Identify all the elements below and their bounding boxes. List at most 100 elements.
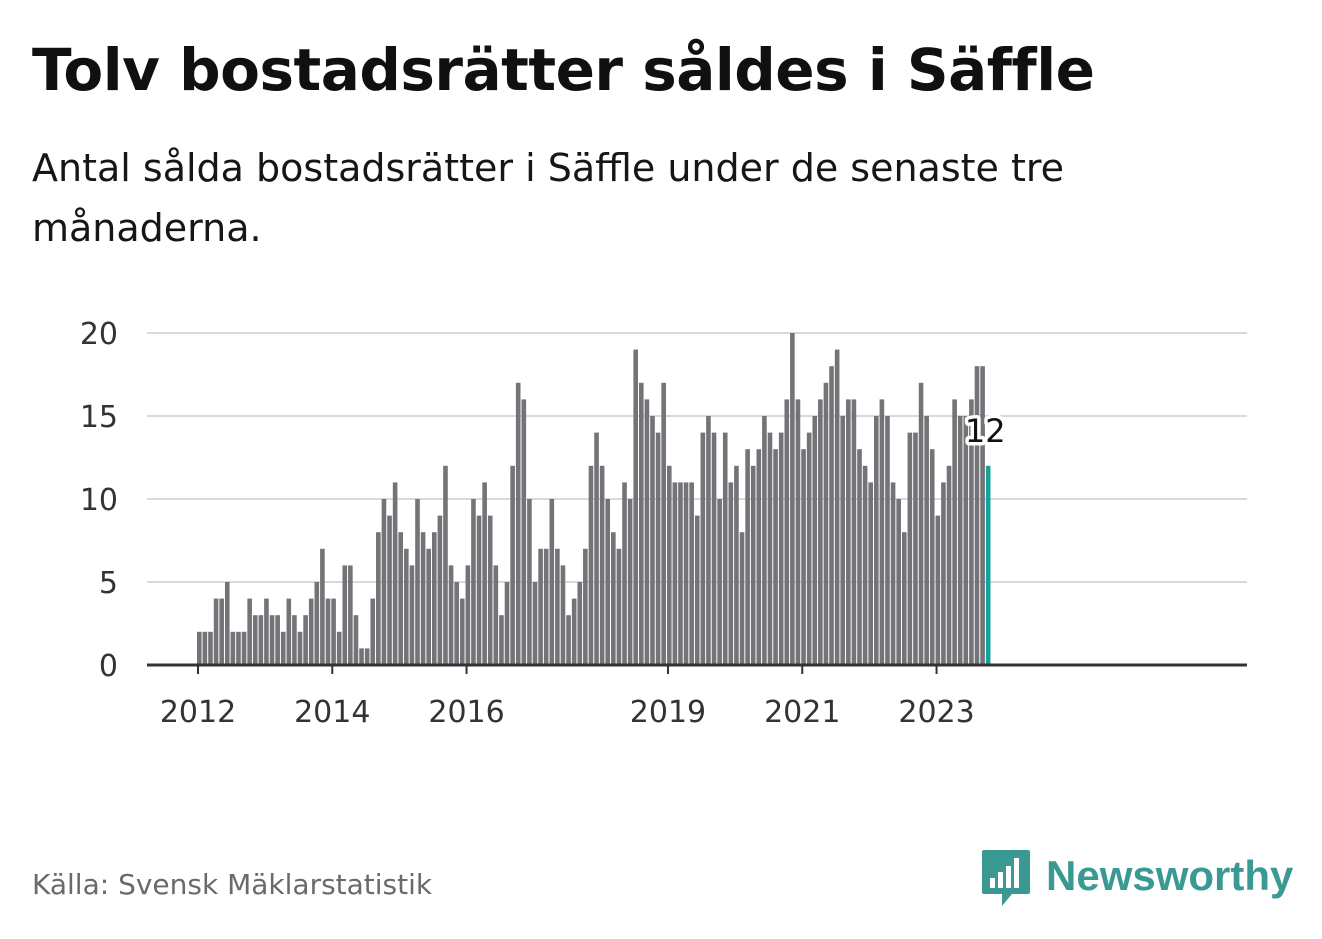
bar [370, 598, 376, 665]
bar [616, 548, 622, 665]
bar [420, 532, 426, 665]
bar [269, 615, 275, 665]
bar [448, 565, 454, 665]
bar [890, 482, 896, 665]
bar [476, 515, 482, 665]
x-tick-label: 2014 [294, 695, 370, 730]
bar [862, 465, 868, 665]
bar [661, 382, 666, 665]
bar [325, 598, 331, 665]
bar [952, 399, 957, 665]
bar [482, 482, 487, 665]
bar [896, 499, 901, 665]
bar [292, 615, 297, 665]
bar [566, 615, 571, 665]
bar [404, 548, 409, 665]
bar [353, 615, 359, 665]
bar [331, 598, 336, 665]
bar [510, 465, 515, 665]
bar [756, 449, 762, 665]
bar [303, 615, 308, 665]
bar [918, 382, 924, 665]
bar [823, 382, 829, 665]
y-tick-label: 10 [80, 483, 118, 518]
x-axis-ticks: 2012 2014 2016 2019 2021 2023 [160, 665, 975, 730]
y-axis-ticks: 0 5 10 15 20 [80, 317, 118, 684]
brand-logo: Newsworthy [980, 848, 1293, 910]
bar [549, 499, 555, 665]
bar [487, 515, 493, 665]
bar [465, 565, 471, 665]
bar [521, 399, 527, 665]
bar [202, 631, 208, 665]
bar [745, 449, 750, 665]
bar-highlight [985, 465, 991, 665]
bar [605, 499, 611, 665]
bar [454, 582, 459, 665]
bar [806, 432, 812, 665]
bar [941, 482, 946, 665]
bar [666, 465, 672, 665]
bar [409, 565, 415, 665]
bar [857, 449, 862, 665]
bar [236, 631, 241, 665]
chart-title: Tolv bostadsrätter såldes i Säffle [32, 36, 1095, 104]
bar [762, 416, 767, 665]
bar [398, 532, 404, 665]
bar [515, 382, 521, 665]
y-tick-label: 0 [99, 649, 118, 684]
bar [336, 631, 342, 665]
bar [734, 465, 739, 665]
bar [840, 416, 846, 665]
bar [555, 548, 560, 665]
x-tick-label: 2019 [630, 695, 706, 730]
bar [320, 548, 325, 665]
bar [364, 648, 370, 665]
bar [633, 349, 639, 665]
bar [527, 499, 532, 665]
bar [846, 399, 851, 665]
bar [818, 399, 823, 665]
x-tick-label: 2021 [764, 695, 840, 730]
bar [264, 598, 269, 665]
bar [963, 416, 969, 665]
bar [197, 631, 202, 665]
bar [443, 465, 448, 665]
bar [611, 532, 616, 665]
bar [907, 432, 913, 665]
bar [622, 482, 627, 665]
bar [706, 416, 711, 665]
bar [901, 532, 907, 665]
bar [252, 615, 258, 665]
bar [689, 482, 694, 665]
bar [381, 499, 387, 665]
bar [594, 432, 599, 665]
bar [868, 482, 873, 665]
bar [851, 399, 857, 665]
bar [767, 432, 773, 665]
bar [722, 432, 728, 665]
source-credit: Källa: Svensk Mäklarstatistik [32, 868, 433, 901]
x-tick-label: 2023 [898, 695, 974, 730]
bar [459, 598, 465, 665]
bar [493, 565, 499, 665]
bar [969, 399, 974, 665]
bar [924, 416, 929, 665]
bar [672, 482, 678, 665]
bar [560, 565, 566, 665]
bar [935, 515, 941, 665]
bar [437, 515, 443, 665]
bar [784, 399, 790, 665]
bar [711, 432, 717, 665]
bar [499, 615, 504, 665]
bar [275, 615, 280, 665]
bar [543, 548, 549, 665]
bar [359, 648, 364, 665]
bar [348, 565, 353, 665]
bar [415, 499, 420, 665]
bar [280, 631, 286, 665]
bar [286, 598, 292, 665]
bar [879, 399, 885, 665]
bar [929, 449, 935, 665]
bar [650, 416, 655, 665]
